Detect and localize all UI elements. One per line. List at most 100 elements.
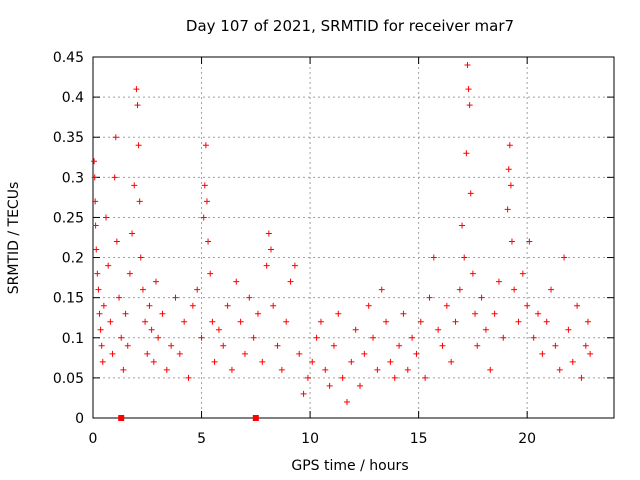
data-point xyxy=(396,342,403,349)
data-point xyxy=(215,326,222,333)
data-point xyxy=(482,326,489,333)
data-point xyxy=(159,310,166,317)
data-point xyxy=(472,310,479,317)
data-point xyxy=(461,254,468,261)
data-point xyxy=(391,374,398,381)
data-point xyxy=(474,342,481,349)
data-point xyxy=(237,318,244,325)
data-point xyxy=(228,366,235,373)
x-tick-label: 0 xyxy=(89,431,98,447)
data-point xyxy=(113,238,120,245)
data-point xyxy=(506,142,513,149)
y-axis-ticks: 0 0.05 0.1 0.15 0.2 0.25 0.3 0.35 0.4 0.45 xyxy=(53,50,614,427)
data-point xyxy=(348,358,355,365)
data-point xyxy=(515,318,522,325)
data-point xyxy=(241,350,248,357)
data-point xyxy=(96,310,103,317)
x-tick-label: 20 xyxy=(518,431,536,447)
data-point xyxy=(120,366,127,373)
data-point xyxy=(504,206,511,213)
y-tick-label: 0.35 xyxy=(53,130,84,146)
data-point xyxy=(263,262,270,269)
data-point xyxy=(339,374,346,381)
data-point xyxy=(413,350,420,357)
grid-lines xyxy=(93,57,614,418)
data-point xyxy=(296,350,303,357)
data-point xyxy=(168,342,175,349)
data-point xyxy=(172,294,179,301)
data-point xyxy=(207,270,214,277)
data-point xyxy=(93,246,100,253)
data-point xyxy=(459,222,466,229)
data-point xyxy=(552,342,559,349)
data-point xyxy=(469,270,476,277)
data-point xyxy=(322,366,329,373)
data-point xyxy=(211,358,218,365)
data-point xyxy=(404,366,411,373)
data-point xyxy=(163,366,170,373)
data-point xyxy=(439,342,446,349)
data-point xyxy=(233,278,240,285)
data-point xyxy=(111,174,118,181)
data-point xyxy=(224,302,231,309)
data-point xyxy=(443,302,450,309)
data-point xyxy=(137,254,144,261)
data-point xyxy=(526,238,533,245)
data-point xyxy=(511,286,518,293)
data-point xyxy=(574,302,581,309)
data-point xyxy=(95,286,102,293)
data-point xyxy=(103,214,110,221)
data-point xyxy=(268,246,275,253)
data-point xyxy=(274,342,281,349)
data-point xyxy=(287,278,294,285)
data-point xyxy=(582,342,589,349)
data-point xyxy=(409,334,416,341)
data-point xyxy=(105,262,112,269)
data-point xyxy=(467,190,474,197)
y-tick-label: 0 xyxy=(75,411,84,427)
data-point xyxy=(556,366,563,373)
data-point xyxy=(530,334,537,341)
data-point xyxy=(335,310,342,317)
data-point xyxy=(144,350,151,357)
data-point xyxy=(508,238,515,245)
axis-gap-marker xyxy=(118,415,125,421)
data-point xyxy=(150,358,157,365)
data-point xyxy=(330,342,337,349)
data-point xyxy=(291,262,298,269)
data-point xyxy=(109,350,116,357)
data-point xyxy=(343,398,350,405)
x-tick-label: 10 xyxy=(301,431,319,447)
data-point xyxy=(304,374,311,381)
data-point xyxy=(283,318,290,325)
data-point xyxy=(507,182,514,189)
x-axis-label: GPS time / hours xyxy=(291,458,408,474)
data-point xyxy=(118,334,125,341)
data-point xyxy=(422,374,429,381)
data-point xyxy=(142,318,149,325)
data-point xyxy=(378,286,385,293)
y-tick-label: 0.05 xyxy=(53,371,84,387)
data-point xyxy=(254,310,261,317)
data-point xyxy=(487,366,494,373)
y-tick-label: 0.25 xyxy=(53,210,84,226)
data-point xyxy=(194,286,201,293)
data-point xyxy=(98,342,105,349)
y-tick-label: 0.45 xyxy=(53,50,84,66)
data-point xyxy=(448,358,455,365)
data-point xyxy=(202,142,209,149)
data-point xyxy=(361,350,368,357)
data-point xyxy=(91,158,98,165)
data-point xyxy=(452,318,459,325)
y-axis-label: SRMTID / TECUs xyxy=(6,182,22,295)
data-point xyxy=(495,278,502,285)
data-point xyxy=(565,326,572,333)
data-point xyxy=(430,254,437,261)
data-point xyxy=(203,198,210,205)
data-point xyxy=(524,302,531,309)
data-point xyxy=(94,270,101,277)
x-tick-label: 15 xyxy=(410,431,428,447)
data-point xyxy=(478,294,485,301)
data-point xyxy=(578,374,585,381)
